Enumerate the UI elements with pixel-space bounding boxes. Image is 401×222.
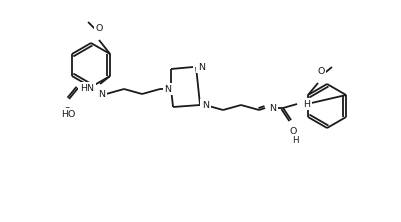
Text: O: O bbox=[63, 107, 71, 116]
Text: N: N bbox=[202, 101, 209, 109]
Text: HN: HN bbox=[80, 83, 94, 93]
Text: H: H bbox=[302, 99, 309, 109]
Text: O: O bbox=[316, 67, 324, 76]
Text: N: N bbox=[268, 103, 275, 113]
Text: N: N bbox=[198, 63, 205, 71]
Text: N: N bbox=[98, 89, 105, 99]
Text: N: N bbox=[164, 85, 171, 93]
Text: O: O bbox=[289, 127, 296, 136]
Text: HO: HO bbox=[61, 110, 75, 119]
Text: O: O bbox=[95, 24, 103, 33]
Text: H: H bbox=[291, 136, 298, 145]
